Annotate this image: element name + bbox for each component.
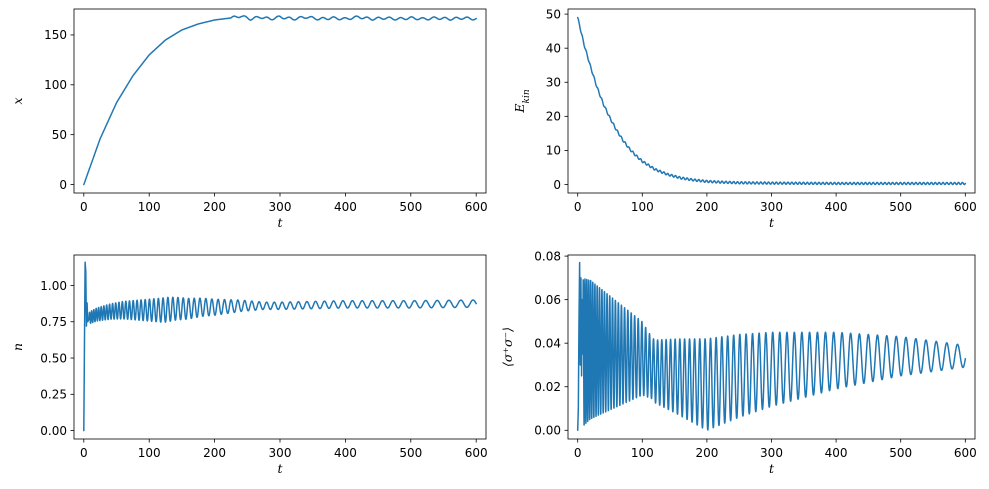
x-tick-label: 600 — [954, 446, 977, 460]
y-tick-label: 20 — [546, 110, 561, 124]
x-tick-label: 500 — [399, 446, 422, 460]
x-tick-label: 200 — [203, 446, 226, 460]
x-tick-label: 200 — [203, 200, 226, 214]
x-tick-label: 300 — [269, 200, 292, 214]
y-tick-label: 1.00 — [40, 279, 67, 293]
axes-frame — [73, 254, 487, 440]
y-tick-label: 0.06 — [534, 293, 561, 307]
x-axis-label: t — [277, 461, 283, 476]
x-tick-label: 0 — [80, 446, 88, 460]
x-tick-label: 600 — [465, 200, 488, 214]
y-tick-label: 40 — [546, 41, 561, 55]
x-tick-label: 300 — [269, 446, 292, 460]
y-axis-label: n — [10, 343, 25, 351]
x-tick-label: 300 — [760, 200, 783, 214]
x-tick-label: 500 — [889, 446, 912, 460]
y-tick-label: 0.50 — [40, 351, 67, 365]
y-tick-label: 0.08 — [534, 249, 561, 263]
x-tick-label: 100 — [138, 200, 161, 214]
x-tick-label: 500 — [399, 200, 422, 214]
y-tick-label: 0.25 — [40, 388, 67, 402]
x-tick-label: 500 — [889, 200, 912, 214]
x-tick-label: 600 — [954, 200, 977, 214]
axes-frame — [73, 8, 487, 194]
x-tick-label: 400 — [825, 200, 848, 214]
subplot-x: 0 100 200 300 400 500 600 0 50 100 150 t x — [10, 8, 488, 230]
y-tick-label: 10 — [546, 144, 561, 158]
x-tick-label: 100 — [631, 200, 654, 214]
y-tick-label: 0.00 — [534, 424, 561, 438]
x-tick-label: 600 — [465, 446, 488, 460]
x-tick-label: 400 — [825, 446, 848, 460]
x-tick-label: 0 — [574, 200, 582, 214]
x-axis-label: t — [769, 461, 775, 476]
y-tick-label: 50 — [52, 128, 67, 142]
y-tick-label: 0.02 — [534, 380, 561, 394]
x-tick-label: 400 — [334, 200, 357, 214]
subplot-n: 0 100 200 300 400 500 600 0.00 0.25 0.50 0.75 1.00 t… — [10, 254, 488, 476]
x-tick-label: 100 — [138, 446, 161, 460]
x-axis-label: t — [769, 215, 775, 230]
y-tick-label: 0.00 — [40, 424, 67, 438]
series-line — [576, 261, 967, 432]
y-tick-label: 0 — [553, 178, 561, 192]
x-tick-label: 200 — [695, 446, 718, 460]
y-tick-label: 50 — [546, 7, 561, 21]
y-axis-label: ⟨σ⁺σ⁻⟩ — [500, 327, 515, 367]
y-tick-label: 30 — [546, 76, 561, 90]
subplot-sigma: 0 100 200 300 400 500 600 0.00 0.02 0.04 0.06 0.08 t… — [500, 249, 977, 476]
axes-frame — [567, 8, 976, 194]
y-axis-label: x — [10, 97, 25, 104]
x-axis-label: t — [277, 215, 283, 230]
x-tick-label: 0 — [80, 200, 88, 214]
y-tick-label: 100 — [44, 78, 67, 92]
x-tick-label: 300 — [760, 446, 783, 460]
y-tick-label: 0.04 — [534, 336, 561, 350]
y-tick-label: 0.75 — [40, 315, 67, 329]
y-tick-label: 0 — [59, 178, 67, 192]
x-tick-label: 0 — [574, 446, 582, 460]
y-tick-label: 150 — [44, 28, 67, 42]
series-line — [83, 15, 477, 186]
x-tick-label: 400 — [334, 446, 357, 460]
subplot-ekin: 0 100 200 300 400 500 600 0 10 20 30 40 50 t Ekin — [512, 7, 977, 230]
x-tick-label: 100 — [631, 446, 654, 460]
series-line — [576, 16, 967, 186]
y-axis-label: Ekin — [512, 89, 532, 113]
series-line — [83, 261, 477, 432]
x-tick-label: 200 — [695, 200, 718, 214]
